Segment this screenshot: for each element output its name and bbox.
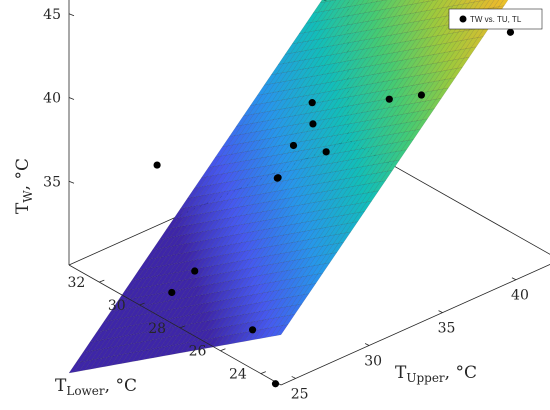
surface-cell bbox=[463, 0, 471, 5]
x-tick-label: 30 bbox=[364, 354, 382, 370]
fitted-surface bbox=[68, 0, 509, 374]
legend[interactable]: TW vs. TU, TL bbox=[448, 8, 543, 30]
y-tick-label: 24 bbox=[229, 367, 247, 383]
data-point[interactable] bbox=[273, 174, 281, 182]
surface-cell bbox=[385, 0, 397, 10]
data-point[interactable] bbox=[289, 141, 298, 150]
z-tick bbox=[68, 180, 75, 184]
data-point[interactable] bbox=[191, 267, 199, 275]
z-tick bbox=[68, 97, 75, 100]
surface-cell bbox=[493, 0, 504, 8]
data-point[interactable] bbox=[309, 120, 317, 128]
y-axis-title: TLower, °C bbox=[55, 376, 137, 398]
y-tick bbox=[260, 371, 266, 374]
z-axis-title: TW, °C bbox=[13, 158, 35, 214]
surface-cell bbox=[457, 0, 467, 6]
z-tick-label: 35 bbox=[43, 174, 61, 190]
x-tick bbox=[511, 277, 517, 281]
data-point[interactable] bbox=[271, 380, 280, 388]
axis-box-front bbox=[68, 264, 550, 386]
x-tick bbox=[438, 310, 443, 313]
data-point[interactable] bbox=[506, 28, 515, 36]
surface-cell bbox=[328, 0, 341, 11]
legend-marker bbox=[459, 15, 467, 23]
surface-cell bbox=[325, 0, 332, 2]
surface-cell bbox=[452, 0, 462, 7]
legend-label: TW vs. TU, TL bbox=[470, 15, 522, 24]
y-tick-label: 28 bbox=[148, 321, 166, 337]
data-point[interactable] bbox=[153, 161, 161, 169]
y-tick bbox=[99, 279, 105, 283]
x-axis-line bbox=[280, 264, 550, 386]
surface-cell bbox=[390, 0, 402, 9]
surface-cell bbox=[417, 0, 425, 4]
x-tick-label: 35 bbox=[438, 321, 456, 337]
legend-box bbox=[448, 8, 543, 30]
y-tick-label: 26 bbox=[189, 344, 207, 360]
z-tick-label: 40 bbox=[43, 91, 61, 107]
surface-cell bbox=[395, 0, 406, 8]
data-point[interactable] bbox=[248, 326, 257, 334]
surface-cell bbox=[380, 0, 392, 11]
x-tick-label: 25 bbox=[291, 386, 309, 402]
surface-cell bbox=[468, 0, 476, 4]
surface-cell bbox=[376, 0, 383, 2]
y-axis-line bbox=[68, 264, 282, 386]
data-points bbox=[153, 0, 515, 388]
surface-cell bbox=[349, 0, 360, 7]
surface-cell bbox=[371, 0, 378, 3]
surface-cell bbox=[473, 0, 481, 3]
data-point[interactable] bbox=[417, 91, 426, 99]
y-tick-label: 32 bbox=[67, 275, 85, 291]
data-point[interactable] bbox=[308, 99, 316, 107]
surface-cell bbox=[339, 0, 351, 9]
surface-cell bbox=[330, 0, 337, 2]
surface-cell bbox=[355, 0, 364, 6]
data-point[interactable] bbox=[385, 95, 393, 103]
y-tick bbox=[220, 348, 226, 352]
surface-cell bbox=[365, 0, 374, 4]
z-tick-label: 45 bbox=[43, 7, 61, 23]
z-tick bbox=[68, 13, 75, 17]
surface-cell bbox=[422, 0, 430, 3]
y-tick bbox=[139, 302, 145, 306]
surface-cell bbox=[427, 0, 434, 2]
surface-cell bbox=[406, 0, 416, 6]
surface-cell bbox=[360, 0, 369, 5]
y-tick bbox=[179, 325, 186, 329]
data-point[interactable] bbox=[168, 288, 176, 297]
x-tick bbox=[291, 376, 296, 379]
x-tick bbox=[364, 343, 370, 346]
surface-cell bbox=[436, 0, 448, 9]
surface-cell bbox=[498, 0, 509, 7]
surface-cell bbox=[488, 0, 499, 9]
surface-cell bbox=[334, 0, 346, 10]
surface-cell bbox=[447, 0, 457, 7]
surface-cell bbox=[381, 0, 387, 1]
surface-cell bbox=[401, 0, 411, 7]
surface-cell bbox=[479, 0, 485, 2]
x-tick-label: 40 bbox=[511, 288, 529, 304]
surface-cell bbox=[411, 0, 420, 5]
surface-cell bbox=[344, 0, 355, 8]
axis-ticks: 25 30 35 40 24 26 28 30 32 35 40 45 bbox=[43, 7, 529, 403]
data-point[interactable] bbox=[322, 148, 330, 156]
surface-cell bbox=[442, 0, 453, 8]
surface-cell bbox=[319, 0, 327, 3]
y-tick-label: 30 bbox=[108, 298, 126, 314]
surface-cell bbox=[431, 0, 444, 10]
x-axis-title: TUpper, °C bbox=[395, 363, 477, 385]
